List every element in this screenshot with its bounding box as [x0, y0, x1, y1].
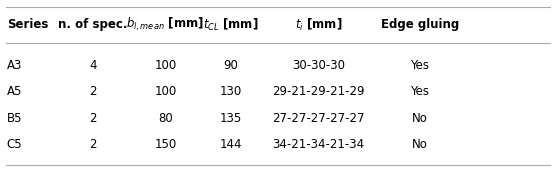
Text: 130: 130 [220, 85, 242, 98]
Text: n. of spec.: n. of spec. [58, 18, 128, 31]
Text: No: No [412, 138, 428, 151]
Text: 34-21-34-21-34: 34-21-34-21-34 [272, 138, 364, 151]
Text: 100: 100 [154, 85, 177, 98]
Text: Edge gluing: Edge gluing [381, 18, 459, 31]
Text: A3: A3 [7, 59, 22, 72]
Text: Series: Series [7, 18, 48, 31]
Text: 100: 100 [154, 59, 177, 72]
Text: B5: B5 [7, 112, 22, 125]
Text: A5: A5 [7, 85, 22, 98]
Text: 150: 150 [154, 138, 177, 151]
Text: 90: 90 [224, 59, 238, 72]
Text: Yes: Yes [410, 85, 429, 98]
Text: 2: 2 [90, 112, 97, 125]
Text: $t_{CL}$ [mm]: $t_{CL}$ [mm] [203, 17, 259, 33]
Text: $b_{l,mean}$ [mm]: $b_{l,mean}$ [mm] [126, 16, 205, 33]
Text: 2: 2 [90, 85, 97, 98]
Text: C5: C5 [7, 138, 22, 151]
Text: 80: 80 [158, 112, 173, 125]
Text: 27-27-27-27-27: 27-27-27-27-27 [272, 112, 365, 125]
Text: 135: 135 [220, 112, 242, 125]
Text: 2: 2 [90, 138, 97, 151]
Text: 29-21-29-21-29: 29-21-29-21-29 [272, 85, 365, 98]
Text: 4: 4 [90, 59, 97, 72]
Text: 144: 144 [220, 138, 242, 151]
Text: $t_i$ [mm]: $t_i$ [mm] [295, 17, 342, 33]
Text: Yes: Yes [410, 59, 429, 72]
Text: No: No [412, 112, 428, 125]
Text: 30-30-30: 30-30-30 [292, 59, 345, 72]
